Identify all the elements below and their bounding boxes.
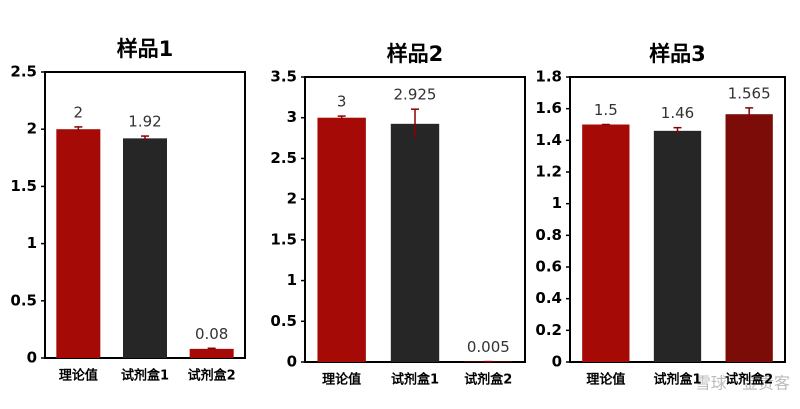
chart-title: 样品3	[649, 42, 706, 66]
value-label: 1.92	[128, 113, 161, 131]
y-tick-label: 0.8	[535, 226, 562, 244]
y-tick-label: 3.5	[270, 68, 297, 86]
y-tick-label: 0.5	[270, 312, 297, 330]
value-label: 0.005	[467, 338, 510, 356]
bar	[582, 124, 630, 362]
bar	[189, 348, 234, 358]
y-tick-label: 1.5	[270, 230, 297, 248]
x-tick-label: 试剂盒2	[188, 368, 236, 384]
watermark: 雪球 · 金贵客	[695, 374, 790, 393]
bar	[317, 117, 366, 362]
y-tick-label: 0.5	[10, 291, 37, 309]
y-tick-label: 0	[27, 349, 37, 367]
y-tick-label: 2.5	[10, 63, 37, 81]
value-label: 1.565	[728, 84, 771, 102]
y-tick-label: 1.5	[10, 177, 37, 195]
x-tick-label: 理论值	[586, 372, 625, 388]
chart-title: 样品1	[117, 37, 174, 61]
bar	[390, 123, 440, 362]
x-tick-label: 试剂盒1	[653, 372, 701, 388]
bar	[56, 129, 101, 358]
bar	[725, 114, 773, 362]
bar	[653, 130, 702, 362]
y-tick-label: 1	[287, 271, 297, 289]
y-tick-label: 1	[27, 234, 37, 252]
x-tick-label: 试剂盒2	[725, 372, 773, 388]
y-tick-label: 2.5	[270, 149, 297, 167]
value-label: 2	[74, 103, 84, 121]
y-tick-label: 1.4	[535, 131, 562, 149]
y-tick-label: 0.6	[535, 258, 562, 276]
value-label: 3	[337, 93, 347, 111]
y-tick-label: 0	[552, 353, 562, 371]
y-tick-label: 0.4	[535, 289, 562, 307]
y-tick-label: 0.2	[535, 321, 562, 339]
y-tick-label: 2	[27, 120, 37, 138]
y-tick-label: 1.8	[535, 68, 562, 86]
value-label: 1.46	[661, 104, 694, 122]
x-tick-label: 理论值	[59, 368, 98, 384]
y-tick-label: 1	[552, 194, 562, 212]
y-tick-label: 3	[287, 108, 297, 126]
value-label: 2.925	[394, 86, 437, 104]
value-label: 0.08	[195, 325, 228, 343]
x-tick-label: 试剂盒1	[121, 368, 169, 384]
x-tick-label: 试剂盒1	[391, 372, 439, 388]
bar	[123, 138, 167, 358]
x-tick-label: 试剂盒2	[464, 372, 512, 388]
y-tick-label: 1.6	[535, 99, 562, 117]
y-tick-label: 0	[287, 353, 297, 371]
x-tick-label: 理论值	[322, 372, 361, 388]
chart-title: 样品2	[387, 42, 444, 66]
value-label: 1.5	[594, 101, 618, 119]
y-tick-label: 2	[287, 190, 297, 208]
y-tick-label: 1.2	[535, 163, 562, 181]
